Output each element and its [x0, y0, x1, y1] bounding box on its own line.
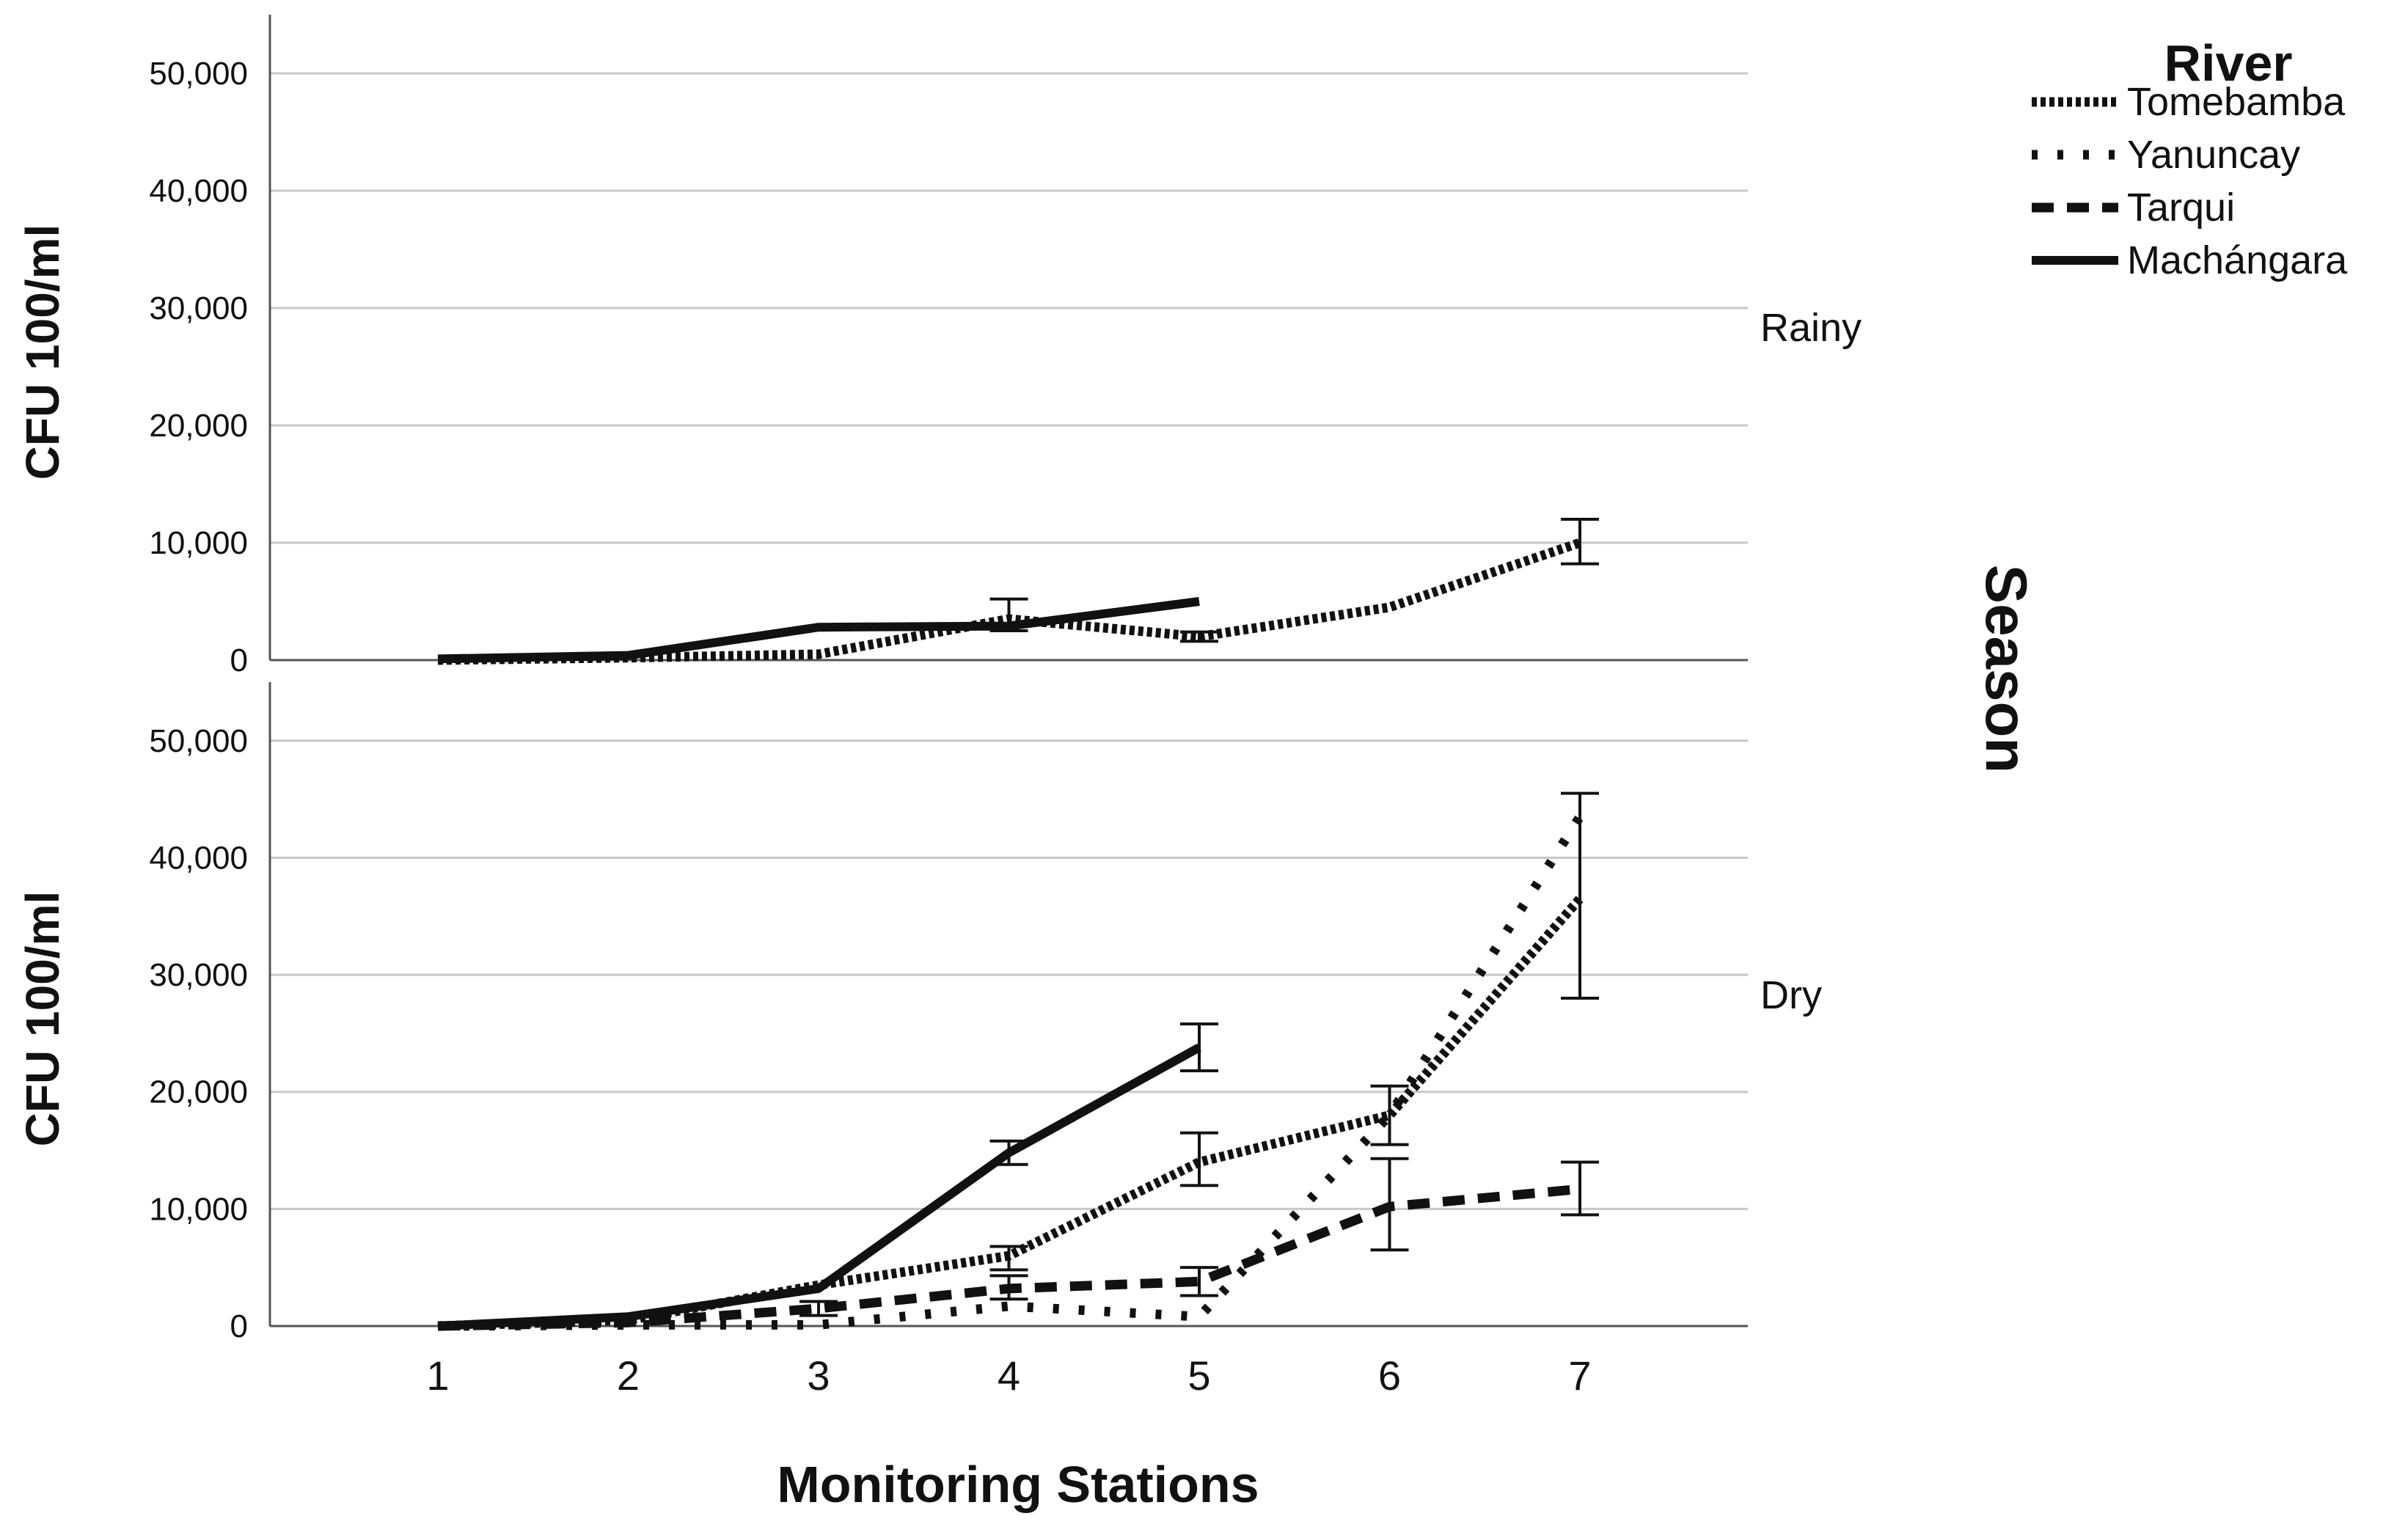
grid-layer [270, 73, 1748, 1209]
y-tick-label: 20,000 [149, 408, 248, 444]
y-tick-label: 30,000 [149, 290, 248, 326]
facet-label-rainy: Rainy [1760, 306, 1862, 350]
y-tick-label: 10,000 [149, 525, 248, 561]
legend-label: Tomebamba [2127, 80, 2346, 124]
legend: River TomebambaYanuncayTarquiMachángara [2032, 34, 2348, 282]
axes-layer [270, 15, 1748, 1326]
legend-label: Machángara [2127, 238, 2348, 282]
legend-entries: Tomebamba Yanuncay Tarqui Machángara [2032, 80, 2348, 282]
y-tick-label: 0 [230, 642, 248, 678]
y-axis-title: CFU 100/ml [16, 224, 69, 480]
y-tick-label: 0 [230, 1308, 248, 1344]
x-tick-label: 7 [1568, 1352, 1591, 1399]
legend-label: Tarqui [2127, 186, 2235, 230]
x-tick-label: 2 [617, 1352, 640, 1399]
x-tick-label: 4 [998, 1352, 1020, 1399]
x-tick-label: 6 [1378, 1352, 1401, 1399]
legend-label: Yanuncay [2127, 133, 2300, 177]
chart-root: 0 10,000 20,000 30,000 40,000 50,000 CFU 100/m… [0, 0, 2408, 1534]
y-tick-label: 30,000 [149, 957, 248, 993]
y-axis-title: CFU 100/ml [16, 891, 69, 1147]
x-tick-label: 1 [426, 1352, 449, 1399]
y-tick-label: 50,000 [149, 723, 248, 759]
text-layer: 0 10,000 20,000 30,000 40,000 50,000 CFU 100/m… [16, 56, 1862, 1399]
y-tick-label: 50,000 [149, 56, 248, 92]
x-tick-label: 5 [1187, 1352, 1210, 1399]
y-tick-label: 20,000 [149, 1074, 248, 1110]
facet-title: Season [1974, 565, 2039, 774]
y-tick-label: 40,000 [149, 840, 248, 876]
x-tick-label: 3 [807, 1352, 830, 1399]
y-tick-label: 10,000 [149, 1191, 248, 1227]
y-tick-label: 40,000 [149, 173, 248, 209]
x-axis-title: Monitoring Stations [777, 1456, 1259, 1513]
chart-svg: 0 10,000 20,000 30,000 40,000 50,000 CFU 100/m… [0, 0, 2408, 1534]
facet-label-dry: Dry [1760, 973, 1822, 1017]
